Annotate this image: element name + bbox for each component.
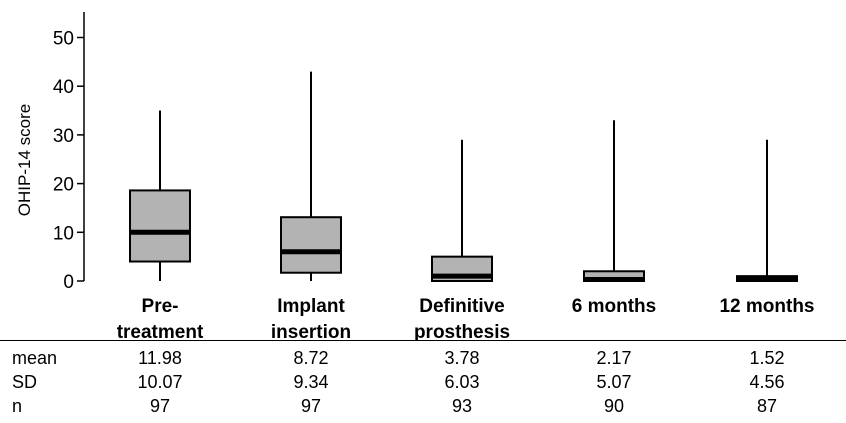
box-iqr — [280, 216, 342, 274]
table-rule — [0, 340, 846, 341]
category-labels: Pre-treatment Implant insertion Definitive p… — [117, 296, 815, 340]
table-cell: 3.78 — [444, 348, 480, 368]
box-iqr — [129, 189, 191, 263]
box-1 — [129, 110, 191, 281]
table-cell: 9.34 — [293, 372, 329, 392]
box-2 — [280, 71, 342, 281]
table-row-n: n 97 97 93 90 87 — [0, 394, 846, 418]
box-series — [129, 71, 798, 283]
table-row-mean: mean 11.98 8.72 3.78 2.17 1.52 — [0, 346, 846, 370]
box-5 — [736, 139, 798, 283]
category-label: prosthesis — [414, 322, 510, 340]
y-tick-label: 30 — [53, 126, 74, 147]
y-tick-label: 50 — [53, 29, 74, 50]
y-axis-label: OHIP-14 score — [15, 104, 34, 216]
box-4 — [583, 120, 645, 283]
y-axis: 0 10 20 30 40 50 — [53, 12, 85, 293]
category-label: Definitive — [419, 296, 505, 317]
table-cell: 87 — [756, 396, 778, 416]
category-label: insertion — [271, 322, 351, 340]
table-cell: 4.56 — [749, 372, 785, 392]
table-cell: 97 — [300, 396, 322, 416]
category-label: treatment — [117, 322, 204, 340]
y-tick-label: 20 — [53, 175, 74, 196]
table-cell: 93 — [451, 396, 473, 416]
table-cell: 10.07 — [137, 372, 183, 392]
table-cell: 5.07 — [596, 372, 632, 392]
category-label: 6 months — [572, 296, 656, 317]
y-tick-label: 40 — [53, 77, 74, 98]
y-tick-label: 10 — [53, 223, 74, 244]
box-3 — [431, 139, 493, 282]
table-cell: 1.52 — [749, 348, 785, 368]
y-tick-label: 0 — [63, 272, 74, 293]
table-cell: 2.17 — [596, 348, 632, 368]
category-label: Implant — [277, 296, 345, 317]
table-cell: 97 — [149, 396, 171, 416]
table-cell: 11.98 — [138, 348, 182, 368]
category-label: 12 months — [719, 296, 814, 317]
category-label: Pre- — [142, 296, 179, 317]
table-cell: 90 — [603, 396, 625, 416]
row-label: mean — [12, 348, 58, 368]
row-label: n — [12, 396, 23, 416]
table-row-sd: SD 10.07 9.34 6.03 5.07 4.56 — [0, 370, 846, 394]
row-label: SD — [12, 372, 38, 392]
table-cell: 6.03 — [444, 372, 480, 392]
boxplot-chart: 0 10 20 30 40 50 OHIP-14 score Pre-treatment I… — [15, 12, 815, 340]
table-cell: 8.72 — [293, 348, 329, 368]
